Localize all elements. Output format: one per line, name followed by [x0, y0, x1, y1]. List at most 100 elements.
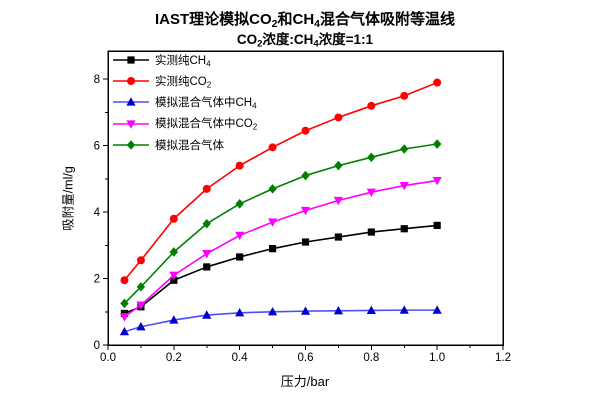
text-segment: 模拟混合气体: [155, 139, 224, 152]
data-point-triangle-down-icon: [136, 301, 146, 310]
legend-item-sim-mix-co2: 模拟混合气体中CO2: [112, 113, 257, 134]
series-sim-mix-co2: [119, 176, 442, 322]
data-point-triangle-down-icon: [119, 313, 130, 322]
data-point-circle-icon: [202, 184, 211, 193]
legend-sample-triangle-up-icon: [113, 97, 149, 106]
data-point-triangle-down-icon: [333, 196, 344, 206]
text-segment: IAST理论模拟CO: [154, 11, 272, 28]
text-segment: 混合气体吸附等温线: [320, 11, 456, 28]
y-axis-title: 吸附量/ml/g: [61, 166, 76, 231]
data-point-diamond-icon: [136, 282, 146, 292]
series-sim-mix-total: [120, 139, 442, 309]
legend-item-sim-mix-total: 模拟混合气体: [112, 134, 257, 155]
data-point-square-icon: [170, 276, 178, 284]
data-point-triangle-up-icon: [366, 305, 376, 315]
subscript-text: 4: [252, 101, 257, 111]
x-tick-label: 0.8: [363, 352, 379, 364]
y-tick-label: 4: [94, 207, 101, 219]
legend-label-sim-mix-total: 模拟混合气体: [155, 137, 224, 153]
data-point-circle-icon: [400, 91, 409, 100]
data-point-triangle-up-icon: [399, 305, 409, 314]
subscript-text: 4: [206, 58, 211, 68]
data-point-square-icon: [127, 56, 135, 64]
series-measured-co2: [120, 78, 442, 285]
data-point-square-icon: [268, 245, 277, 253]
legend-label-sim-mix-co2: 模拟混合气体中CO2: [155, 115, 257, 131]
series-sim-mix-ch4: [119, 305, 442, 336]
data-point-triangle-down-icon: [235, 231, 245, 241]
subscript-text: 2: [252, 122, 258, 132]
subscript-text: 2: [271, 17, 278, 30]
subscript-text: 2: [257, 38, 263, 50]
series-line-measured-ch4: [124, 224, 438, 315]
x-tick-label: 0.2: [166, 352, 182, 364]
data-point-triangle-down-icon: [126, 119, 136, 129]
data-point-triangle-up-icon: [136, 321, 146, 331]
legend-label-measured-co2: 实测纯CO2: [155, 73, 211, 89]
data-point-triangle-up-icon: [126, 97, 136, 106]
legend-label-sim-mix-ch4: 模拟混合气体中CH4: [155, 94, 257, 110]
data-point-triangle-up-icon: [235, 307, 245, 317]
data-point-triangle-up-icon: [267, 306, 278, 316]
data-point-square-icon: [334, 233, 343, 241]
legend-sample-triangle-down-icon: [113, 119, 149, 129]
data-point-square-icon: [236, 253, 244, 261]
data-point-triangle-down-icon: [399, 181, 409, 191]
x-tick-label: 0.6: [298, 352, 314, 364]
text-segment: 模拟混合气体中CH: [155, 97, 253, 110]
x-axis-ticks: [107, 345, 504, 350]
data-point-triangle-down-icon: [432, 176, 442, 186]
data-point-triangle-up-icon: [432, 305, 442, 314]
legend-label-measured-ch4: 实测纯CH4: [155, 52, 211, 68]
text-segment: CO: [236, 32, 258, 47]
chart-title: IAST理论模拟CO2和CH4混合气体吸附等温线: [0, 8, 610, 30]
data-point-circle-icon: [268, 143, 277, 152]
text-segment: 实测纯CO: [155, 75, 207, 88]
data-point-circle-icon: [169, 214, 178, 223]
data-point-triangle-down-icon: [366, 188, 376, 197]
subscript-text: 4: [314, 17, 320, 30]
legend-item-measured-ch4: 实测纯CH4: [112, 49, 257, 70]
data-point-diamond-icon: [202, 218, 211, 229]
legend-item-sim-mix-ch4: 模拟混合气体中CH4: [112, 92, 257, 113]
x-tick-label: 1.2: [495, 352, 511, 364]
data-point-diamond-icon: [126, 140, 136, 150]
data-point-triangle-down-icon: [267, 218, 278, 227]
data-point-triangle-down-icon: [202, 250, 212, 259]
data-point-triangle-up-icon: [333, 305, 344, 315]
data-point-square-icon: [433, 221, 441, 230]
data-point-square-icon: [203, 263, 211, 271]
text-segment: 实测纯CH: [155, 54, 207, 67]
data-point-diamond-icon: [432, 139, 442, 149]
y-tick-label: 8: [94, 74, 100, 86]
x-axis-title: 压力/bar: [280, 374, 330, 389]
y-tick-labels: 0 2 4 6 8: [94, 74, 101, 352]
data-point-circle-icon: [433, 78, 442, 87]
y-axis-ticks: [103, 78, 108, 346]
legend: 实测纯CH4 实测纯CO2 模拟混合气体中CH4 模拟混合气体中CO2 模拟混合气体: [112, 49, 257, 155]
y-tick-label: 6: [94, 141, 100, 153]
legend-sample-circle-icon: [113, 76, 149, 85]
subscript-text: 2: [206, 80, 212, 90]
x-tick-label: 1.0: [429, 352, 445, 364]
x-tick-label: 0.4: [232, 352, 249, 364]
data-point-diamond-icon: [334, 160, 343, 171]
data-point-square-icon: [301, 238, 310, 246]
data-point-triangle-up-icon: [119, 326, 130, 336]
data-point-diamond-icon: [169, 247, 179, 257]
text-segment: 浓度:CH: [262, 32, 314, 47]
data-point-diamond-icon: [268, 184, 277, 194]
data-point-triangle-up-icon: [169, 315, 179, 324]
text-segment: 模拟混合气体中CO: [155, 118, 253, 131]
data-point-diamond-icon: [120, 298, 129, 309]
data-point-circle-icon: [136, 256, 145, 265]
legend-sample-square-icon: [113, 56, 149, 64]
data-point-circle-icon: [367, 101, 376, 110]
data-point-square-icon: [367, 228, 375, 236]
y-tick-label: 2: [94, 274, 100, 286]
chart-subtitle: CO2浓度:CH4浓度=1:1: [0, 28, 610, 50]
data-point-circle-icon: [127, 76, 135, 85]
y-tick-label: 0: [94, 340, 100, 352]
